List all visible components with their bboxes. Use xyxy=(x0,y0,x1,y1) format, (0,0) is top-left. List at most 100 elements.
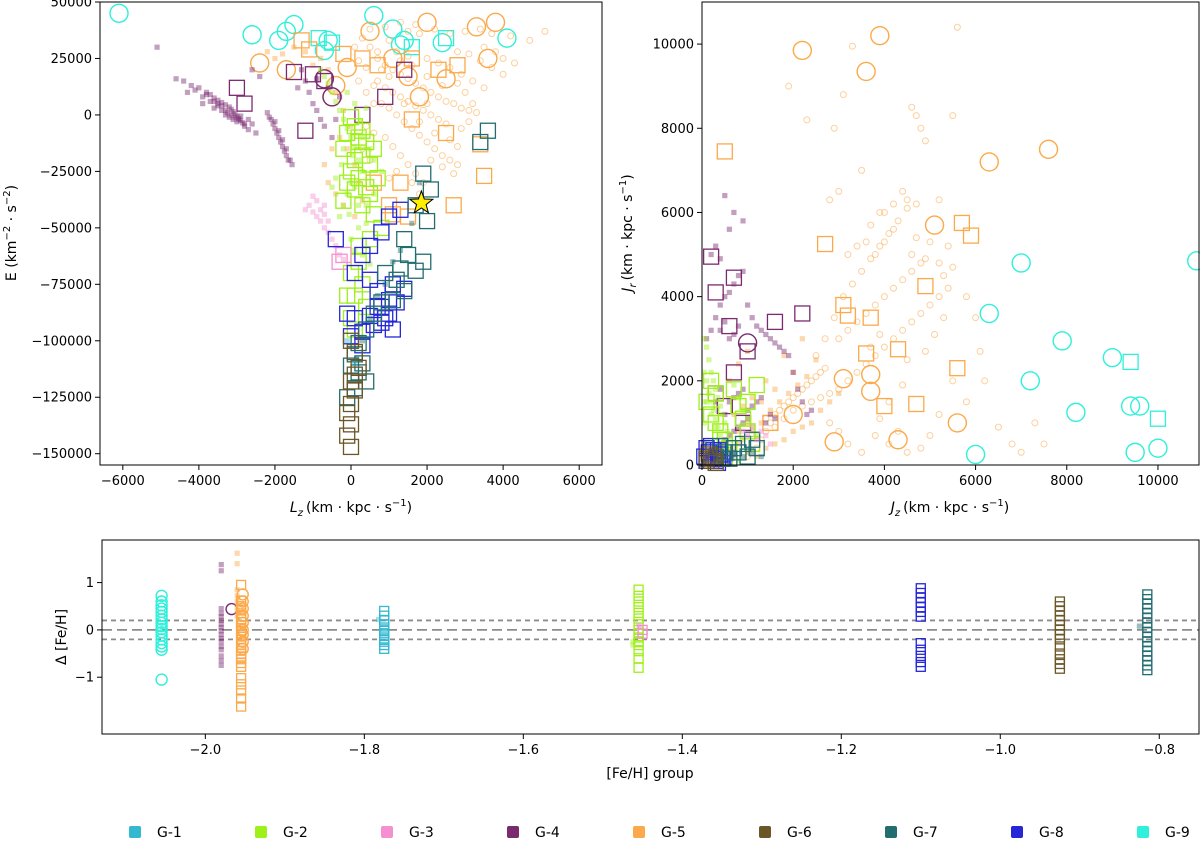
data-point-g-1 xyxy=(344,338,350,344)
data-point-g-2 xyxy=(350,129,367,146)
data-point-g-8 xyxy=(701,460,707,466)
data-point-g-5 xyxy=(821,335,829,343)
data-point-g-5 xyxy=(716,143,733,160)
data-point-g-7 xyxy=(749,449,755,455)
data-point-g-5 xyxy=(385,104,393,112)
data-point-g-5 xyxy=(442,120,450,128)
data-point-g-5 xyxy=(812,352,820,360)
data-point-g-3 xyxy=(333,243,339,249)
panel3-xticks: −2.0 −1.8 −1.6 −1.4 −1.2 −1.0 −0.8 xyxy=(190,734,1175,758)
data-point-g-6 xyxy=(1054,648,1066,659)
panel1-xticks: −6000 −4000 −2000 0 2000 4000 6000 xyxy=(101,465,596,489)
data-point-g-7 xyxy=(375,293,381,299)
data-point-g-5 xyxy=(862,238,870,246)
data-point-g-4 xyxy=(203,89,210,95)
data-point-g-4 xyxy=(707,284,724,301)
data-point-g-8 xyxy=(915,661,926,672)
data-point-g-5 xyxy=(236,609,249,622)
data-point-g-2 xyxy=(701,336,707,342)
data-point-g-4 xyxy=(758,395,764,401)
data-point-g-2 xyxy=(363,220,369,226)
data-point-g-7 xyxy=(416,180,423,186)
data-point-g-3 xyxy=(329,236,335,242)
x-tick-label: 6000 xyxy=(959,474,992,489)
panel3-marks xyxy=(155,550,1153,712)
data-point-g-4 xyxy=(722,319,728,325)
data-point-g-4 xyxy=(218,643,224,650)
data-point-g-5 xyxy=(835,187,843,195)
data-point-g-5 xyxy=(731,411,737,418)
data-point-g-4 xyxy=(325,85,331,91)
data-point-g-4 xyxy=(722,193,728,199)
data-point-g-4 xyxy=(713,445,719,451)
x-tick-label: −1.4 xyxy=(667,743,699,758)
data-point-g-5 xyxy=(236,588,249,601)
data-point-g-9 xyxy=(1148,438,1168,458)
data-point-g-5 xyxy=(848,280,856,288)
data-point-g-5 xyxy=(377,100,385,108)
data-point-g-4 xyxy=(228,112,234,118)
data-point-g-5 xyxy=(744,449,751,455)
data-point-g-5 xyxy=(404,97,412,105)
data-point-g-4 xyxy=(224,110,231,116)
data-point-g-3 xyxy=(635,622,642,628)
data-point-g-5 xyxy=(396,93,404,101)
data-point-g-4 xyxy=(211,95,217,101)
data-point-g-6 xyxy=(1054,663,1066,674)
data-point-g-9 xyxy=(1130,396,1150,416)
data-point-g-5 xyxy=(430,61,447,78)
data-point-g-4 xyxy=(245,127,251,133)
legend-label-g-9: G-9 xyxy=(1165,825,1190,841)
legend-swatch-g-8 xyxy=(1011,826,1023,838)
data-point-g-2 xyxy=(336,213,343,220)
data-point-g-4 xyxy=(744,416,751,422)
data-point-g-4 xyxy=(396,61,413,78)
data-point-g-5 xyxy=(785,82,793,90)
x-tick-label: −2000 xyxy=(253,474,297,489)
data-point-g-3 xyxy=(335,246,352,264)
data-point-g-9 xyxy=(364,5,384,26)
data-point-g-4 xyxy=(721,317,738,335)
data-point-g-5 xyxy=(404,27,412,35)
data-point-g-5 xyxy=(446,136,454,144)
data-point-g-4 xyxy=(795,386,801,392)
data-point-g-5 xyxy=(781,352,787,359)
data-point-g-5 xyxy=(434,115,442,123)
data-point-g-5 xyxy=(762,414,779,432)
data-point-g-2 xyxy=(335,140,352,157)
data-point-g-5 xyxy=(380,197,398,214)
data-point-g-5 xyxy=(953,23,961,31)
data-point-g-5 xyxy=(415,30,423,38)
data-point-g-9 xyxy=(155,616,168,630)
data-point-g-5 xyxy=(780,415,788,423)
data-point-g-2 xyxy=(633,613,644,624)
x-tick-label: −4000 xyxy=(177,474,221,489)
data-point-g-5 xyxy=(826,196,834,204)
data-point-g-2 xyxy=(342,310,360,327)
data-point-g-5 xyxy=(236,623,249,637)
data-point-g-2 xyxy=(633,596,644,607)
data-point-g-2 xyxy=(633,590,644,601)
data-point-g-4 xyxy=(731,395,737,401)
data-point-g-4 xyxy=(218,658,224,664)
data-point-g-3 xyxy=(310,193,316,199)
star-marker xyxy=(408,189,435,214)
data-point-g-5 xyxy=(1017,448,1025,456)
panel1-x-axis-label: Lz (km · kpc · s−1) xyxy=(290,498,412,519)
x-tick-label: 4000 xyxy=(868,474,901,489)
data-point-g-5 xyxy=(326,75,346,96)
data-point-g-5 xyxy=(329,146,335,152)
data-point-g-4 xyxy=(240,120,246,126)
data-point-g-2 xyxy=(735,458,742,464)
data-point-g-5 xyxy=(856,61,876,82)
data-point-g-2 xyxy=(703,399,710,405)
data-point-g-9 xyxy=(109,3,129,23)
y-tick-label: 2000 xyxy=(661,374,694,389)
data-point-g-5 xyxy=(437,124,455,142)
data-point-g-9 xyxy=(155,636,168,650)
data-point-g-4 xyxy=(776,344,783,350)
data-point-g-5 xyxy=(415,118,423,126)
data-point-g-3 xyxy=(325,218,331,224)
data-point-g-6 xyxy=(346,343,363,361)
